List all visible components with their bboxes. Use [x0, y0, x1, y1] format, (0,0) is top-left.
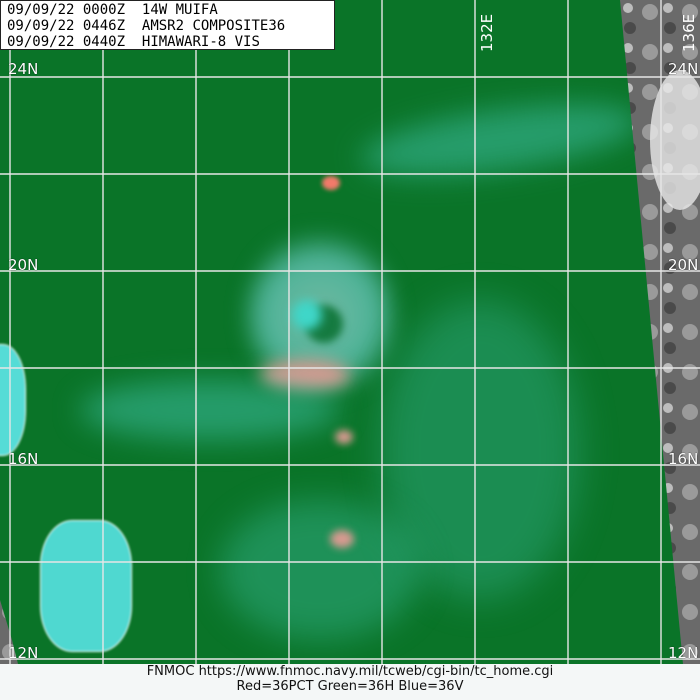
visible-imagery-strip — [0, 0, 700, 664]
lat-label-20n-right: 20N — [668, 256, 699, 274]
rain-band — [80, 380, 340, 440]
rain-band — [220, 500, 420, 640]
land-taiwan-luzon — [0, 344, 26, 456]
lat-label-12n-right: 12N — [668, 644, 699, 662]
footer-channel-legend: Red=36PCT Green=36H Blue=36V — [236, 679, 464, 694]
lat-label-20n: 20N — [8, 256, 39, 274]
convection-cell — [330, 530, 354, 548]
footer: FNMOC https://www.fnmoc.navy.mil/tcweb/c… — [0, 664, 700, 700]
convection-cell — [335, 430, 353, 444]
header-line: 09/09/22 0440Z HIMAWARI-8 VIS — [7, 34, 260, 50]
lon-label-132e: 132E — [478, 13, 496, 52]
lat-label-16n: 16N — [8, 450, 39, 468]
lat-label-24n-right: 24N — [668, 60, 699, 78]
convection-cell — [322, 176, 340, 190]
lat-lon-grid — [0, 0, 700, 664]
lat-label-24n: 24N — [8, 60, 39, 78]
header-info-box: 09/09/22 0000Z 14W MUIFA 09/09/22 0446Z A… — [0, 0, 335, 50]
lon-label-136e: 136E — [680, 13, 698, 52]
header-line: 09/09/22 0446Z AMSR2 COMPOSITE36 — [7, 18, 286, 34]
lat-label-16n-right: 16N — [668, 450, 699, 468]
header-line: 09/09/22 0000Z 14W MUIFA — [7, 2, 218, 18]
satellite-image — [0, 0, 700, 664]
vis-cloud-region-west — [0, 600, 18, 664]
footer-source: FNMOC https://www.fnmoc.navy.mil/tcweb/c… — [146, 664, 554, 679]
lat-label-12n: 12N — [8, 644, 39, 662]
eyewall-cyan — [292, 300, 322, 330]
vis-bright-cloud — [650, 70, 700, 210]
land-luzon — [40, 520, 132, 652]
rain-band — [380, 300, 580, 600]
